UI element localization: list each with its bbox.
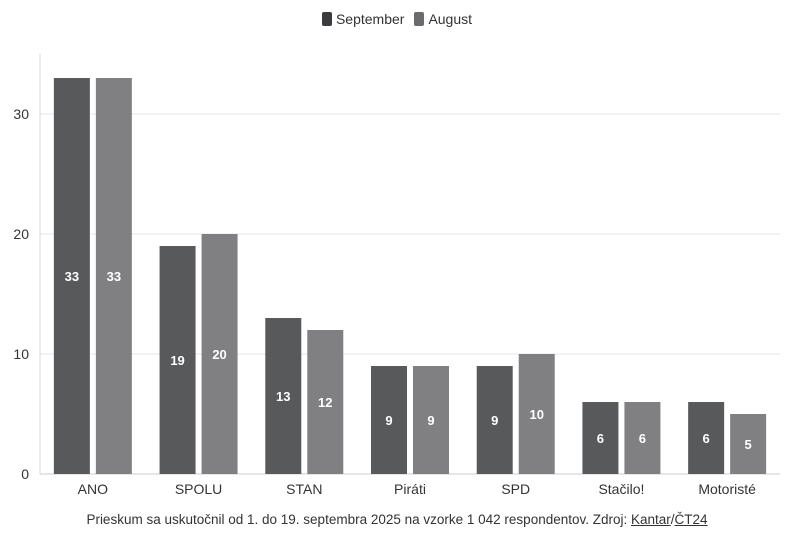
- y-tick-label-0: 0: [21, 466, 29, 482]
- data-label-september-pir-ti: 9: [385, 413, 392, 428]
- bar-september-stan[interactable]: [265, 318, 302, 474]
- bar-august-ano[interactable]: [95, 78, 132, 474]
- data-label-september-spolu: 19: [170, 353, 184, 368]
- legend-swatch-august: [414, 12, 425, 26]
- bar-september-sta-ilo-[interactable]: [582, 402, 619, 474]
- y-tick-label-10: 10: [13, 346, 29, 362]
- bar-september-motorist-[interactable]: [688, 402, 725, 474]
- bar-august-motorist-[interactable]: [730, 414, 767, 474]
- data-label-september-motorist-: 6: [703, 431, 710, 446]
- data-label-september-sta-ilo-: 6: [597, 431, 604, 446]
- bar-september-spolu[interactable]: [159, 246, 196, 474]
- legend-label-august: August: [428, 11, 473, 27]
- legend: September August: [0, 11, 794, 27]
- legend-label-september: September: [335, 11, 405, 27]
- source-link-kantar[interactable]: Kantar: [631, 512, 671, 527]
- y-tick-label-20: 20: [13, 226, 29, 242]
- x-tick-label-motorist-: Motoristé: [698, 481, 756, 497]
- legend-swatch-september: [321, 12, 332, 26]
- data-label-august-sta-ilo-: 6: [639, 431, 646, 446]
- data-label-september-spd: 9: [491, 413, 498, 428]
- bar-august-stan[interactable]: [307, 330, 344, 474]
- plot-area: 0 10 20 30 33 33 ANO 19 20 SPOLU 13 12 STAN 9 9 Piráti 9…: [13, 54, 780, 497]
- data-label-august-ano: 33: [107, 269, 121, 284]
- source-link-ct24[interactable]: ČT24: [674, 512, 708, 527]
- x-tick-label-stan: STAN: [286, 481, 322, 497]
- data-label-august-motorist-: 5: [745, 437, 752, 452]
- bar-august-pir-ti[interactable]: [413, 366, 449, 474]
- data-label-august-stan: 12: [318, 395, 332, 410]
- x-tick-label-spd: SPD: [501, 481, 530, 497]
- source-separator: /: [670, 512, 675, 527]
- footer-note: Prieskum sa uskutočnil od 1. do 19. sept…: [0, 512, 794, 527]
- data-label-august-pir-ti: 9: [427, 413, 434, 428]
- bar-september-ano[interactable]: [53, 78, 90, 474]
- data-label-september-stan: 13: [276, 389, 290, 404]
- x-tick-label-ano: ANO: [78, 481, 108, 497]
- bar-september-pir-ti[interactable]: [371, 366, 407, 474]
- x-tick-label-sta-ilo-: Stačilo!: [598, 481, 644, 497]
- legend-item-september[interactable]: September: [321, 11, 405, 27]
- bar-august-sta-ilo-[interactable]: [624, 402, 661, 474]
- bar-august-spolu[interactable]: [201, 234, 238, 474]
- x-tick-label-spolu: SPOLU: [175, 481, 222, 497]
- data-label-august-spolu: 20: [212, 347, 226, 362]
- data-label-august-spd: 10: [529, 407, 543, 422]
- bar-september-spd[interactable]: [476, 366, 513, 474]
- bar-august-spd[interactable]: [518, 354, 555, 474]
- data-label-september-ano: 33: [65, 269, 79, 284]
- y-tick-label-30: 30: [13, 106, 29, 122]
- legend-item-august[interactable]: August: [414, 11, 472, 27]
- footer-text: Prieskum sa uskutočnil od 1. do 19. sept…: [86, 512, 631, 527]
- x-tick-label-pir-ti: Piráti: [394, 481, 426, 497]
